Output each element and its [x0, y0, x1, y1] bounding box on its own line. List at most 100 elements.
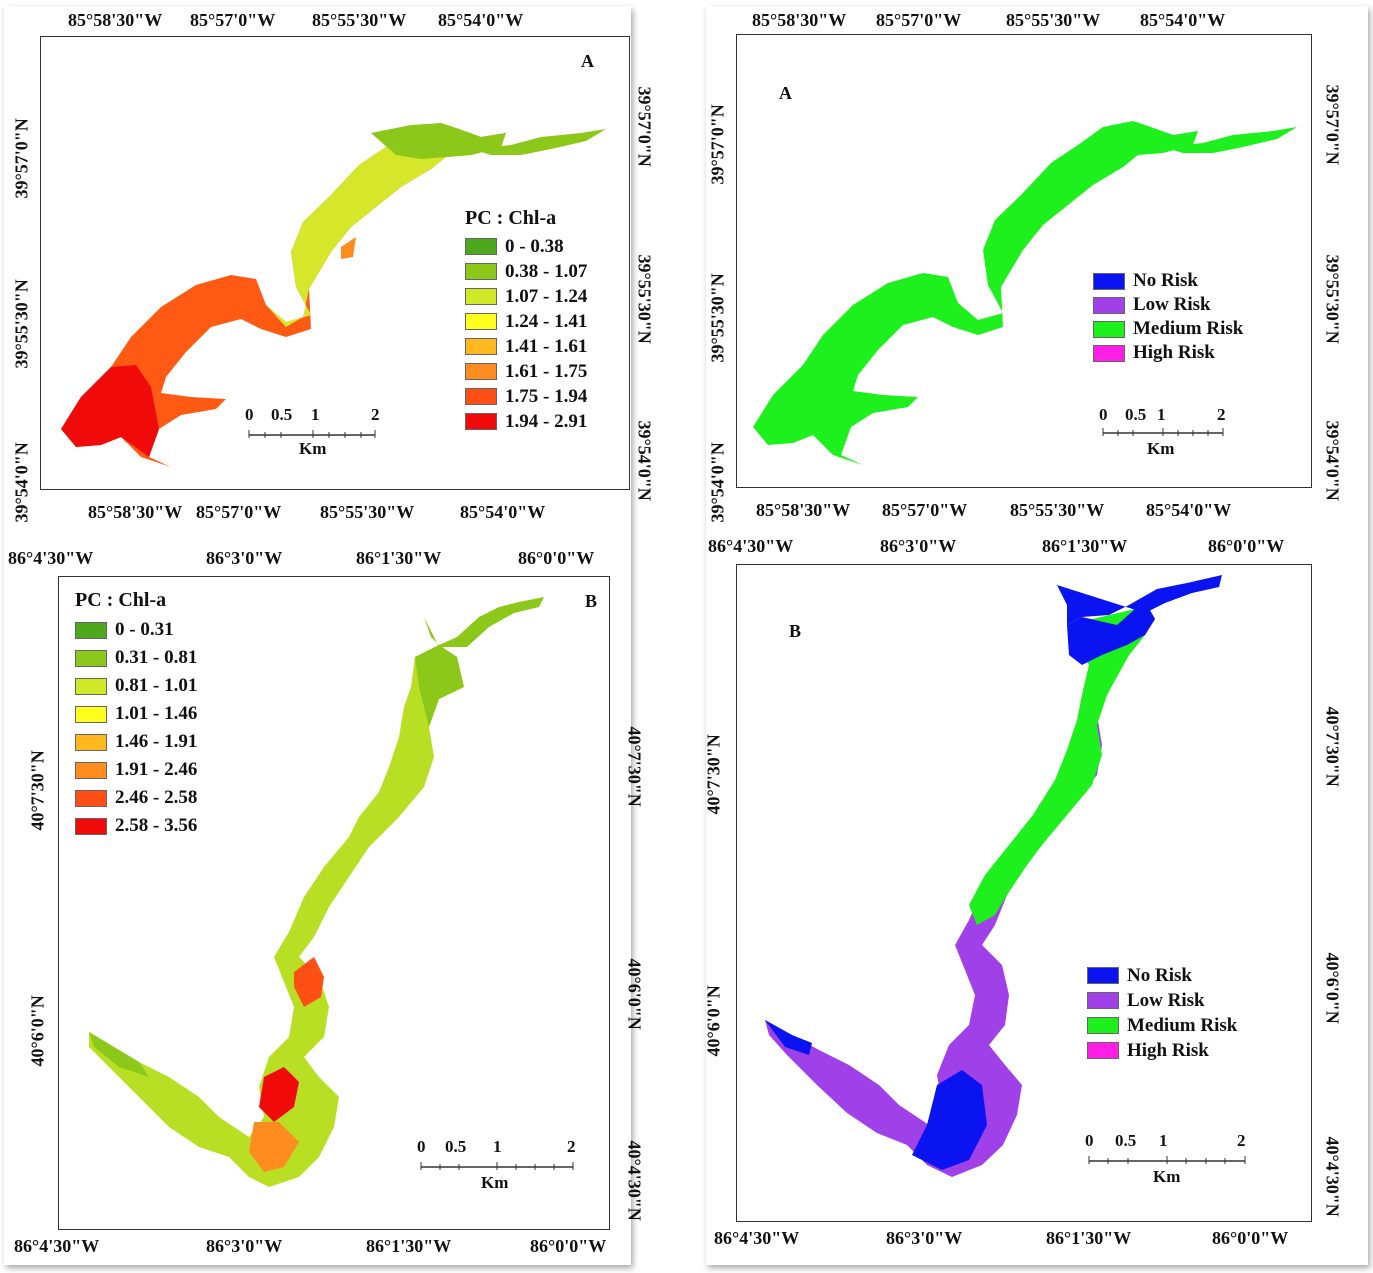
tick-top: 85°55'30"W	[1006, 10, 1101, 30]
legend-item: Medium Risk	[1093, 317, 1243, 341]
legend-item: Low Risk	[1087, 988, 1237, 1013]
legend-swatch	[1087, 992, 1119, 1009]
scale-label: 0	[245, 405, 254, 424]
legend-swatch	[75, 761, 107, 779]
legend-item: 1.41 - 1.61	[465, 334, 587, 359]
legend-label: 1.75 - 1.94	[505, 385, 588, 407]
legend-label: 1.24 - 1.41	[505, 310, 588, 332]
legend-label: 1.91 - 2.46	[115, 759, 198, 780]
scale-label: 0	[1099, 405, 1108, 424]
legend-label: 1.94 - 2.91	[505, 410, 588, 432]
tick-bottom: 86°4'30"W	[714, 1228, 800, 1248]
scale-label: 2	[1217, 405, 1226, 424]
scale-bar: 0 0.5 1 2 Km	[1099, 405, 1233, 458]
reservoir-a-chl-map	[61, 123, 606, 467]
reservoir-b-chl-map	[89, 597, 544, 1187]
map-b-chl-frame: B PC : Chl-a 0 - 0.31 0.31 - 0.81 0.81 -…	[58, 576, 610, 1230]
tick-right: 40°6'0"N	[1322, 952, 1343, 1024]
legend-swatch	[1093, 344, 1125, 362]
tick-right: 39°57'0"N	[1322, 84, 1343, 165]
scale-label: 0.5	[271, 405, 293, 424]
legend-swatch	[1093, 296, 1125, 314]
tick-top: 85°57'0"W	[876, 10, 962, 30]
scale-bar: 0 0.5 1 2 Km	[1085, 1131, 1259, 1191]
tick-bottom: 85°58'30"W	[756, 500, 851, 520]
legend-item: High Risk	[1087, 1038, 1237, 1063]
legend-swatch	[1087, 1042, 1119, 1059]
tick-top: 85°54'0"W	[1140, 10, 1226, 30]
tick-bottom: 85°54'0"W	[1146, 500, 1232, 520]
tick-top: 85°58'30"W	[752, 10, 847, 30]
tick-top: 86°1'30"W	[1042, 536, 1128, 556]
scale-bar: 0 0.5 1 2 Km	[245, 405, 380, 458]
legend-title: PC : Chl-a	[75, 589, 167, 611]
panel-label-a: A	[581, 51, 594, 71]
tick-left: 40°6'0"N	[27, 995, 48, 1067]
legend-swatch	[1093, 272, 1125, 290]
tick-top: 85°58'30"W	[68, 10, 163, 30]
legend-item: 0.81 - 1.01	[75, 672, 197, 700]
scale-bar-line	[248, 430, 376, 438]
legend-swatch	[465, 263, 497, 280]
tick-bottom: 86°1'30"W	[366, 1236, 452, 1256]
tick-bottom: 86°1'30"W	[1046, 1228, 1132, 1248]
legend-item: 1.94 - 2.91	[465, 409, 587, 434]
scale-label: 0.5	[445, 1137, 467, 1156]
legend-label: 0.81 - 1.01	[115, 675, 198, 696]
legend-label: Medium Risk	[1127, 1014, 1238, 1036]
legend-label: 2.46 - 2.58	[115, 787, 198, 808]
legend-swatch	[75, 705, 107, 723]
tick-right: 39°54'0"N	[1322, 420, 1343, 501]
risk-legend-b: No Risk Low Risk Medium Risk High Risk	[1087, 963, 1237, 1063]
legend-item: High Risk	[1093, 341, 1243, 365]
tick-right: 39°54'0"N	[634, 420, 655, 501]
tick-left: 40°7'30"N	[27, 750, 48, 831]
scale-label: 0.5	[1125, 405, 1147, 424]
legend-item: 1.75 - 1.94	[465, 384, 587, 409]
legend-item: 1.61 - 1.75	[465, 359, 587, 384]
tick-left: 39°54'0"N	[707, 442, 728, 523]
legend-item: Medium Risk	[1087, 1013, 1237, 1038]
map-b-risk-frame: B No Risk Low Risk Medium Risk High Risk…	[736, 564, 1312, 1222]
legend-item: 1.46 - 1.91	[75, 728, 197, 756]
tick-right: 40°6'0"N	[624, 958, 645, 1030]
legend-swatch	[465, 313, 497, 330]
map-a-chl-frame: A PC : Chl-a 0 - 0.38 0.38 - 1.07 1.07 -…	[40, 36, 630, 490]
reservoir-b-risk-map	[765, 575, 1222, 1177]
chl-legend-a: PC : Chl-a 0 - 0.38 0.38 - 1.07 1.07 - 1…	[465, 207, 587, 434]
scale-unit: Km	[1153, 1167, 1181, 1186]
tick-top: 86°1'30"W	[356, 548, 442, 568]
scale-label: 2	[1237, 1131, 1246, 1150]
tick-bottom: 85°55'30"W	[320, 502, 415, 522]
legend-item: 0.38 - 1.07	[465, 259, 587, 284]
legend-label: Low Risk	[1133, 294, 1211, 315]
legend-label: 1.46 - 1.91	[115, 731, 198, 752]
legend-label: 1.07 - 1.24	[505, 285, 588, 307]
tick-bottom: 85°57'0"W	[882, 500, 968, 520]
tick-top: 85°55'30"W	[312, 10, 407, 30]
tick-bottom: 86°0'0"W	[530, 1236, 607, 1256]
tick-bottom: 86°0'0"W	[1212, 1228, 1289, 1248]
tick-bottom: 86°4'30"W	[14, 1236, 100, 1256]
legend-swatch	[465, 413, 497, 430]
legend-label: 0 - 0.31	[115, 619, 174, 640]
legend-swatch	[465, 238, 497, 255]
tick-right: 39°55'30"N	[1322, 254, 1343, 344]
legend-label: No Risk	[1133, 270, 1198, 291]
legend-label: 2.58 - 3.56	[115, 815, 198, 836]
panel-label-b: B	[585, 591, 598, 611]
tick-left: 40°6'0"N	[703, 985, 724, 1057]
scale-unit: Km	[299, 439, 327, 458]
tick-bottom: 86°3'0"W	[886, 1228, 963, 1248]
legend-swatch	[75, 649, 107, 667]
legend-title: PC : Chl-a	[465, 207, 557, 229]
scale-label: 0	[417, 1137, 426, 1156]
tick-bottom: 86°3'0"W	[206, 1236, 283, 1256]
legend-label: No Risk	[1127, 964, 1192, 986]
scale-label: 0	[1085, 1131, 1094, 1150]
tick-bottom: 85°58'30"W	[88, 502, 183, 522]
legend-swatch	[465, 388, 497, 405]
legend-label: Low Risk	[1127, 989, 1205, 1011]
legend-item: 1.24 - 1.41	[465, 309, 587, 334]
tick-right: 40°7'30"N	[624, 726, 645, 807]
